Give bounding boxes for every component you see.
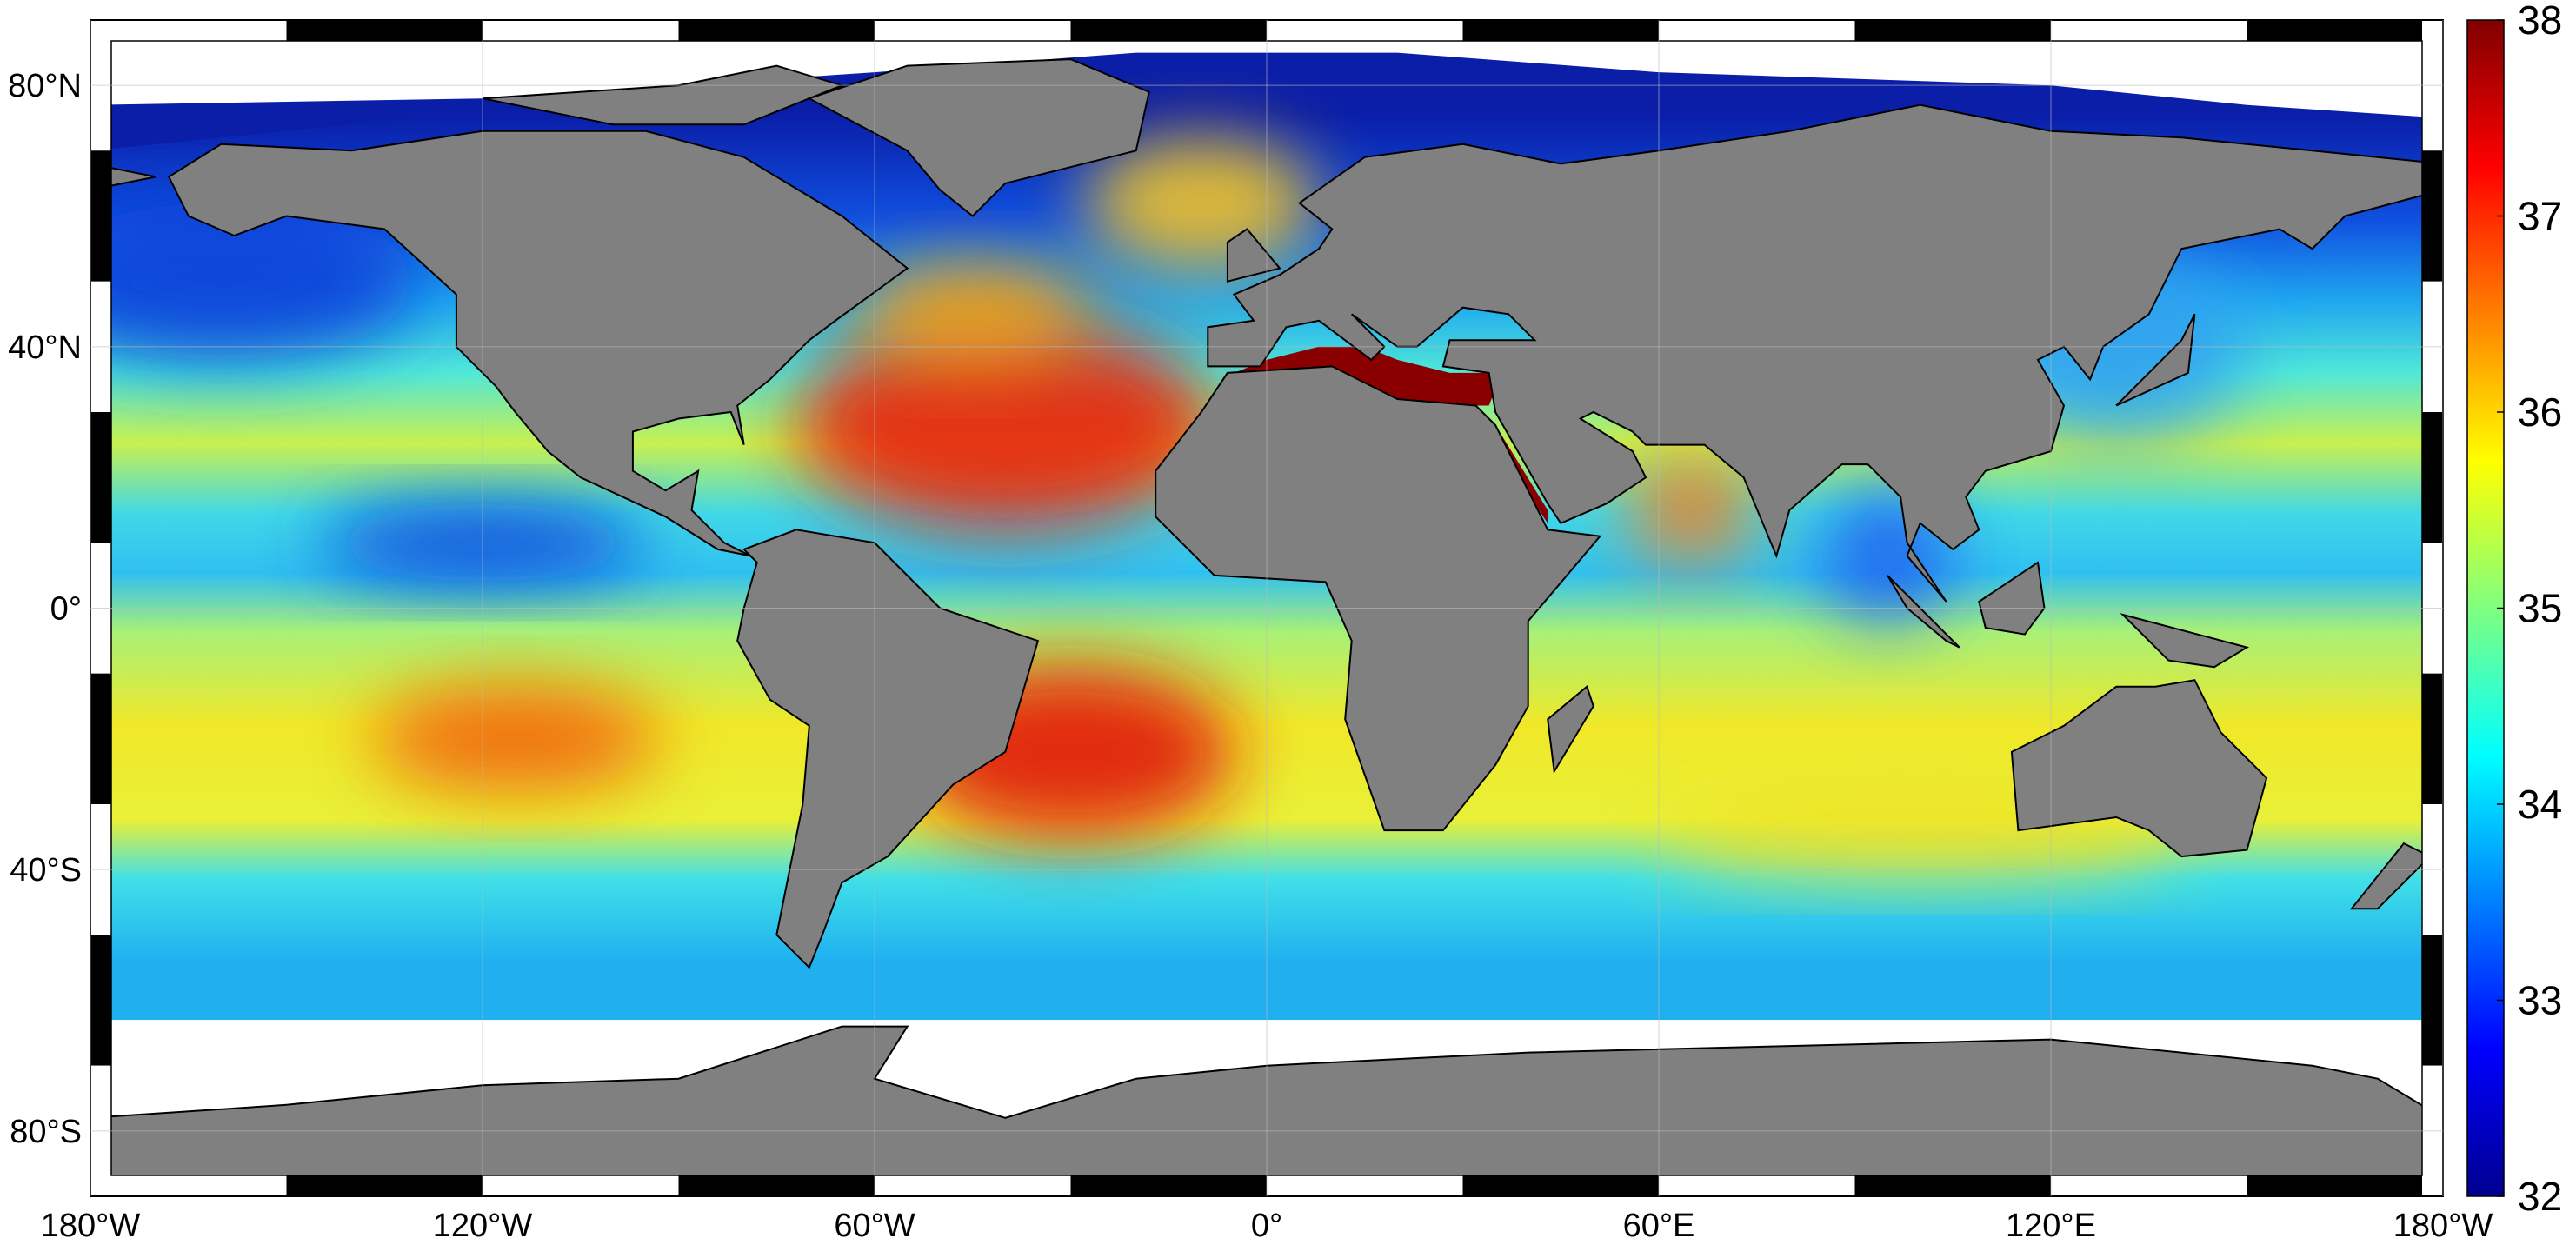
frame-segment (1070, 20, 1267, 41)
frame-segment (2422, 673, 2443, 804)
land (807, 58, 1150, 217)
frame-segment (90, 935, 111, 1066)
salinity-patch (371, 686, 659, 791)
land (1547, 684, 1594, 775)
land (1207, 103, 2443, 603)
frame-segment (2422, 412, 2443, 543)
lat-tick-label: 0° (50, 591, 82, 628)
lat-tick-label: 80°N (8, 68, 82, 104)
frame-segment (2247, 1175, 2443, 1196)
frame-segment (90, 20, 287, 41)
map-axes: 180°W 120°W 60°W 0° 60°E 120°E 180°W 80°N 40°N 0°… (8, 20, 2493, 1244)
no-data-north (90, 20, 2443, 118)
frame-segment (483, 1175, 679, 1196)
land (2120, 613, 2250, 669)
frame-segment (875, 1175, 1071, 1196)
salinity-patch (1083, 137, 1319, 269)
frame-segment (90, 673, 111, 804)
frame-segment (2422, 935, 2443, 1066)
frame-segment (1267, 1175, 1463, 1196)
frame-segment (2051, 20, 2247, 41)
frame-segment (1267, 20, 1463, 41)
colorbar-tick-label: 35 (2518, 586, 2562, 631)
lat-tick-label: 40°N (8, 330, 82, 366)
arctic-sea (90, 111, 483, 151)
lon-tick-label: 120°W (433, 1208, 533, 1244)
colorbar-tick-label: 37 (2518, 194, 2562, 239)
mediterranean (1234, 346, 1502, 406)
frame-segment (1659, 1175, 1855, 1196)
frame-segment (875, 20, 1071, 41)
salinity-patch (855, 262, 1090, 367)
colorbar-tick-label: 33 (2518, 978, 2562, 1023)
land (1887, 575, 1960, 649)
lon-tick-label: 0° (1251, 1208, 1282, 1244)
frame-segment (2051, 1175, 2247, 1196)
colorbar-tick-label: 36 (2518, 389, 2562, 435)
lon-tick-label: 180°W (2393, 1208, 2493, 1244)
colorbar: 32 33 34 35 36 37 38 (2466, 0, 2562, 1219)
frame-segment (1854, 20, 2051, 41)
frame-segment (1854, 1175, 2051, 1196)
frame-segment (90, 412, 111, 543)
lon-tick-label: 60°W (834, 1208, 915, 1244)
frame-segment (483, 20, 679, 41)
salinity-patch (1626, 457, 1757, 563)
land (1978, 561, 2046, 636)
frame-segment (286, 1175, 483, 1196)
land (167, 130, 909, 557)
land (2010, 679, 2268, 858)
lat-tick-label: 80°S (10, 1114, 82, 1150)
land (2115, 313, 2196, 407)
land (736, 529, 1040, 969)
lon-tick-label: 180°W (41, 1208, 141, 1244)
salinity-patch (796, 321, 1215, 530)
salinity-patch (90, 203, 417, 360)
lat-tick-label: 40°S (10, 852, 82, 889)
lon-tick-label: 60°E (1623, 1208, 1695, 1244)
frame-segment (90, 1175, 287, 1196)
lon-tick-label: 120°E (2006, 1208, 2096, 1244)
frame-segment (2422, 150, 2443, 282)
frame-segment (678, 20, 875, 41)
colorbar-tick-label: 34 (2518, 782, 2562, 827)
frame-segment (90, 150, 111, 282)
frame-segment (2247, 20, 2443, 41)
colorbar-tick-label: 38 (2518, 0, 2562, 43)
frame-segment (678, 1175, 875, 1196)
frame-segment (1462, 1175, 1659, 1196)
frame-segment (1462, 20, 1659, 41)
frame-segment (1070, 1175, 1267, 1196)
frame-segment (1659, 20, 1855, 41)
frame-segment (286, 20, 483, 41)
colorbar-tick-label: 32 (2518, 1174, 2562, 1219)
